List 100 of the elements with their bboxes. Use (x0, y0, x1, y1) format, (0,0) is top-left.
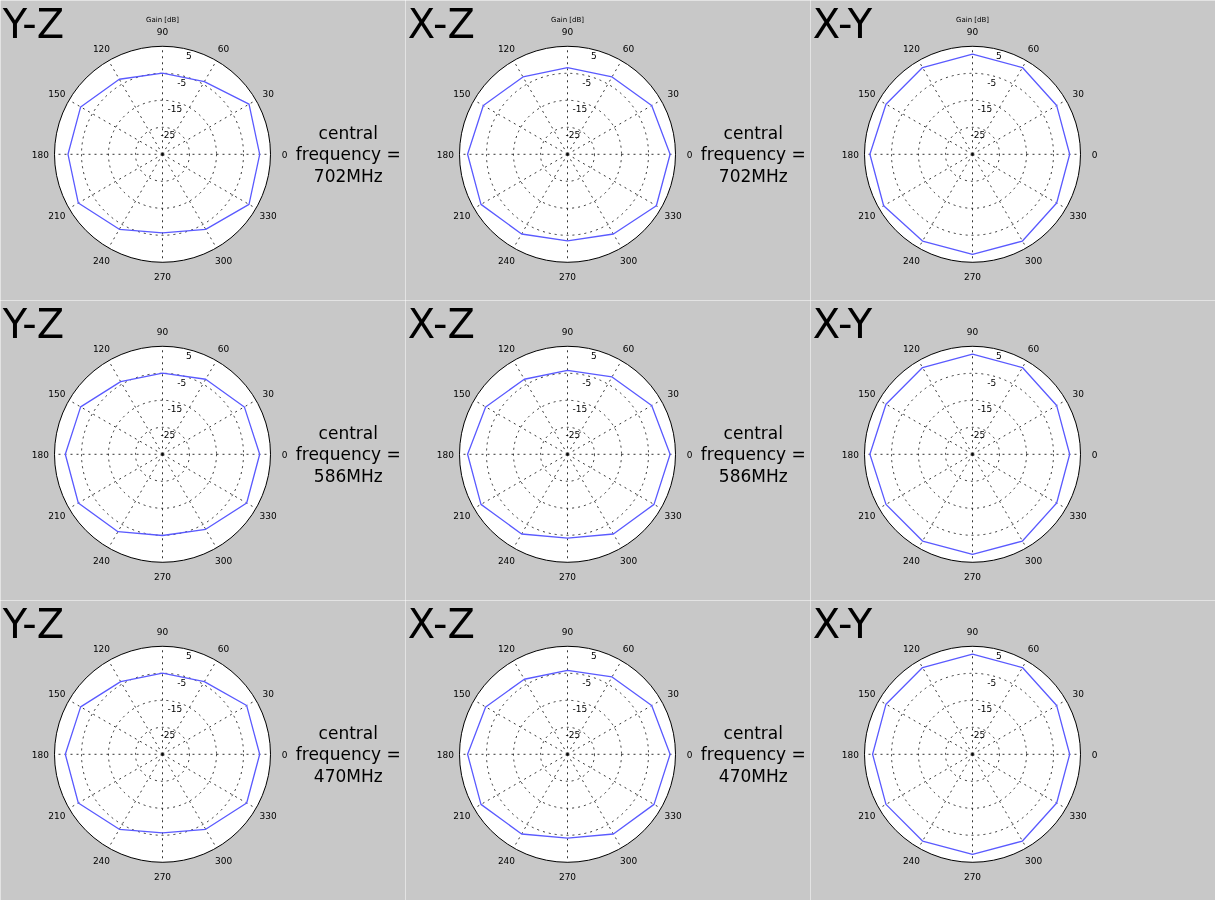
y-tick-label: 5 (590, 651, 597, 662)
spoke-label: 120 (902, 643, 921, 654)
y-tick-label: 5 (185, 51, 192, 62)
spoke-label: 30 (667, 88, 680, 99)
spoke-label: 150 (858, 88, 876, 99)
spoke-label: 0 (281, 449, 288, 460)
spoke-label: 0 (281, 149, 288, 160)
spoke-label: 150 (48, 88, 66, 99)
spoke-label: 180 (31, 749, 50, 760)
spoke-label: 300 (1024, 555, 1043, 566)
spoke-label: 150 (858, 688, 876, 699)
spoke-label: 150 (48, 688, 66, 699)
spoke-label: 270 (963, 872, 982, 883)
text: central frequency = 470MHz (700, 722, 806, 786)
spoke-label: 240 (92, 555, 111, 566)
spoke-label: 330 (1069, 510, 1088, 521)
y-tick-label: -25 (565, 729, 581, 740)
spoke-label: 60 (622, 643, 635, 654)
spoke-label: 90 (156, 27, 169, 38)
spoke-label: 30 (262, 688, 275, 699)
spoke-label: 150 (453, 88, 471, 99)
spoke-label: 90 (561, 27, 574, 38)
y-tick-label: -25 (565, 429, 581, 440)
spoke-label: 120 (497, 343, 516, 354)
chart-title: X-Z (407, 600, 475, 647)
spoke-label: 210 (48, 510, 66, 521)
spoke-label: 180 (436, 149, 455, 160)
y-tick-label: -5 (582, 77, 592, 88)
y-tick-label: -15 (977, 103, 993, 114)
spoke-label: 270 (558, 872, 577, 883)
spoke-label: 240 (497, 855, 516, 866)
spoke-label: 240 (902, 255, 921, 266)
spoke-label: 90 (966, 327, 979, 338)
spoke-label: 180 (31, 149, 50, 160)
chart-title: X-Y (812, 300, 873, 347)
y-tick-label: -15 (977, 703, 993, 714)
chart-title: Y-Z (1, 600, 65, 647)
spoke-label: 60 (1027, 643, 1040, 654)
text: central frequency = 586MHz (700, 422, 806, 486)
y-tick-label: -5 (177, 677, 187, 688)
spoke-label: 330 (664, 210, 683, 221)
spoke-label: 330 (259, 510, 278, 521)
y-tick-label: -25 (565, 129, 581, 140)
spoke-label: 30 (667, 388, 680, 399)
spoke-label: 210 (453, 210, 471, 221)
spoke-label: 240 (92, 855, 111, 866)
y-tick-label: 5 (185, 351, 192, 362)
spoke-label: 270 (153, 572, 172, 583)
y-tick-label: -25 (970, 429, 986, 440)
y-tick-label: -25 (970, 729, 986, 740)
text: central frequency = 470MHz (295, 722, 401, 786)
spoke-label: 300 (619, 855, 638, 866)
spoke-label: 210 (858, 810, 876, 821)
spoke-label: 30 (1072, 88, 1085, 99)
spoke-label: 120 (902, 43, 921, 54)
spoke-label: 150 (48, 388, 66, 399)
chart-title: Y-Z (1, 300, 65, 347)
spoke-label: 30 (262, 88, 275, 99)
spoke-label: 90 (966, 627, 979, 638)
spoke-label: 90 (561, 327, 574, 338)
y-tick-label: -25 (970, 129, 986, 140)
spoke-label: 0 (1091, 449, 1098, 460)
spoke-label: 180 (841, 149, 860, 160)
spoke-label: 30 (1072, 388, 1085, 399)
y-tick-label: 5 (185, 651, 192, 662)
spoke-label: 210 (48, 210, 66, 221)
y-tick-label: 5 (590, 351, 597, 362)
y-tick-label: -5 (987, 677, 997, 688)
spoke-label: 330 (1069, 210, 1088, 221)
y-tick-label: -15 (572, 703, 588, 714)
spoke-label: 0 (1091, 749, 1098, 760)
spoke-label: 0 (1091, 149, 1098, 160)
spoke-label: 120 (902, 343, 921, 354)
spoke-label: 120 (497, 643, 516, 654)
spoke-label: 30 (667, 688, 680, 699)
spoke-label: 30 (262, 388, 275, 399)
spoke-label: 300 (1024, 855, 1043, 866)
spoke-label: 210 (453, 510, 471, 521)
chart-title: X-Z (407, 300, 475, 347)
spoke-label: 330 (664, 510, 683, 521)
spoke-label: 60 (217, 43, 230, 54)
spoke-label: 210 (858, 210, 876, 221)
spoke-label: 330 (259, 810, 278, 821)
y-tick-label: -5 (582, 677, 592, 688)
spoke-label: 270 (963, 572, 982, 583)
y-tick-label: 5 (995, 51, 1002, 62)
y-tick-label: -25 (160, 429, 176, 440)
spoke-label: 60 (622, 43, 635, 54)
spoke-label: 180 (841, 449, 860, 460)
spoke-label: 0 (281, 749, 288, 760)
spoke-label: 90 (156, 627, 169, 638)
spoke-label: 180 (841, 749, 860, 760)
spoke-label: 180 (31, 449, 50, 460)
spoke-label: 270 (558, 572, 577, 583)
spoke-label: 90 (966, 27, 979, 38)
spoke-label: 120 (497, 43, 516, 54)
spoke-label: 150 (453, 388, 471, 399)
y-tick-label: -5 (987, 377, 997, 388)
spoke-label: 120 (92, 343, 111, 354)
spoke-label: 60 (217, 343, 230, 354)
